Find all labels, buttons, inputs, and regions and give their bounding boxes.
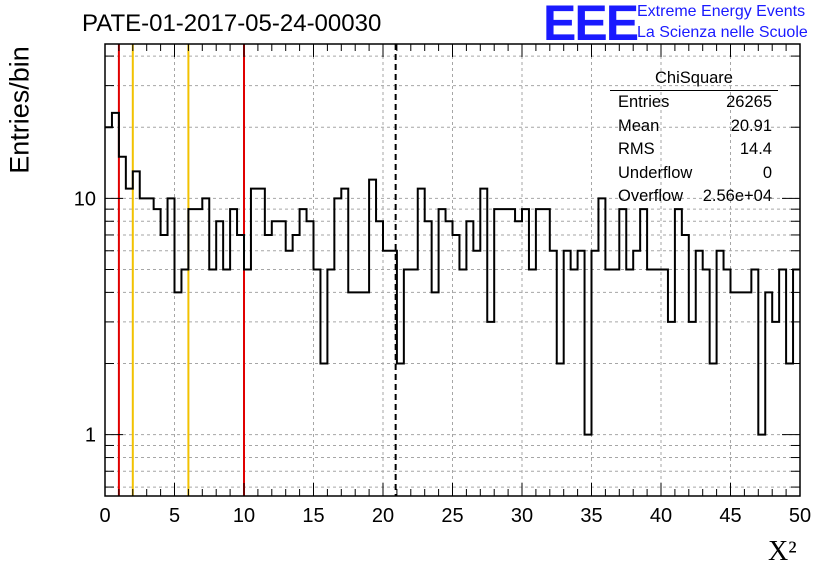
x-tick-label: 25: [441, 505, 463, 527]
stats-value: 26265: [726, 93, 772, 111]
x-tick-label: 40: [650, 505, 672, 527]
stats-row-overflow: Overflow 2.56e+04: [610, 185, 778, 209]
stats-label: Overflow: [618, 187, 684, 205]
x-tick-label: 50: [789, 505, 811, 527]
x-tick-label: 30: [511, 505, 533, 527]
x-axis-label: X²: [768, 536, 797, 567]
x-tick-label: 45: [719, 505, 741, 527]
stats-label: Mean: [618, 116, 660, 135]
y-axis-label: Entries/bin: [4, 46, 35, 174]
x-tick-label: 35: [580, 505, 602, 527]
histogram-series: [105, 111, 800, 436]
page-title: PATE-01-2017-05-24-00030: [82, 10, 382, 37]
x-tick-label: 15: [302, 505, 324, 527]
logo-line-1: Extreme Energy Events: [637, 3, 806, 20]
stats-value: 14.4: [739, 140, 772, 158]
stats-label: Entries: [618, 93, 670, 111]
stats-title: ChiSquare: [610, 66, 778, 91]
x-tick-label: 5: [169, 505, 180, 527]
stats-row-rms: RMS 14.4: [610, 138, 778, 162]
stats-box: ChiSquare Entries 26265 Mean 20.91 RMS 1…: [610, 66, 778, 209]
stats-row-underflow: Underflow 0: [610, 162, 778, 186]
eee-logo: EEE: [543, 0, 639, 51]
stats-value: 2.56e+04: [702, 187, 772, 205]
stats-value: 0: [762, 163, 772, 182]
stats-label: Underflow: [618, 163, 693, 182]
x-tick-label: 10: [233, 505, 255, 527]
stats-value: 20.91: [730, 116, 772, 135]
x-tick-label: 0: [99, 505, 110, 527]
y-tick-label: 10: [74, 188, 96, 210]
x-tick-label: 20: [372, 505, 394, 527]
logo-line-2: La Scienza nelle Scuole: [637, 24, 808, 41]
stats-label: RMS: [618, 140, 655, 158]
stats-row-mean: Mean 20.91: [610, 115, 778, 139]
stats-row-entries: Entries 26265: [610, 91, 778, 115]
y-tick-label: 1: [85, 425, 96, 447]
